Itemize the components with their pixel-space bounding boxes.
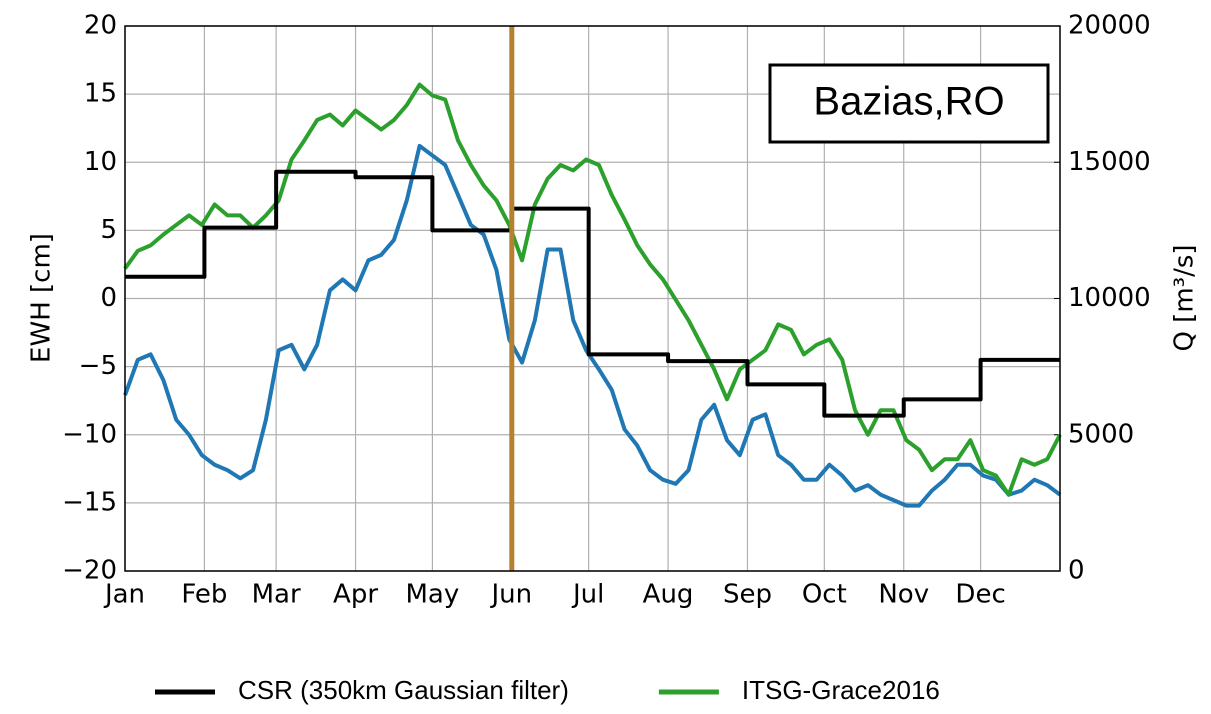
y-tick-label: −20 — [62, 556, 117, 586]
annotation-box — [768, 63, 1050, 144]
y2-tick-label: 5000 — [1068, 419, 1134, 449]
x-tick-label: Sep — [723, 580, 772, 610]
x-tick-label: Aug — [643, 580, 694, 610]
x-tick-label: Jun — [489, 580, 532, 610]
y-tick-label: 0 — [100, 283, 117, 313]
y-tick-label: 10 — [84, 147, 117, 177]
y2-tick-label: 20000 — [1068, 11, 1151, 41]
y2-tick-label: 10000 — [1068, 283, 1151, 313]
x-tick-label: Jan — [103, 580, 145, 610]
y2-tick-label: 0 — [1068, 556, 1085, 586]
y-tick-label: −5 — [79, 351, 117, 381]
x-tick-label: Feb — [181, 580, 227, 610]
y-axis-label: EWH [cm] — [27, 233, 57, 363]
y-tick-label: 15 — [84, 79, 117, 109]
y2-tick-label: 15000 — [1068, 147, 1151, 177]
y-tick-label: −10 — [62, 419, 117, 449]
x-tick-label: Nov — [878, 580, 929, 610]
y-tick-label: 20 — [84, 11, 117, 41]
series-line — [125, 169, 1060, 418]
series-line — [123, 143, 1062, 508]
annotation: Bazias,RO — [813, 80, 1004, 124]
y-tick-label: −15 — [62, 487, 117, 517]
legend-label: ITSG-Grace2016 — [742, 675, 940, 705]
legend-label: CSR (350km Gaussian filter) — [238, 675, 569, 705]
series-line — [123, 82, 1062, 497]
x-tick-label: Oct — [802, 580, 847, 610]
x-tick-label: May — [406, 580, 460, 610]
x-tick-label: Apr — [333, 580, 378, 610]
x-tick-label: Jul — [571, 580, 604, 610]
y-tick-label: 5 — [100, 215, 117, 245]
plot-frame — [124, 25, 1061, 572]
y2-axis-label: Q [m³/s] — [1170, 244, 1200, 351]
x-tick-label: Mar — [252, 580, 301, 610]
x-tick-label: Dec — [955, 580, 1005, 610]
